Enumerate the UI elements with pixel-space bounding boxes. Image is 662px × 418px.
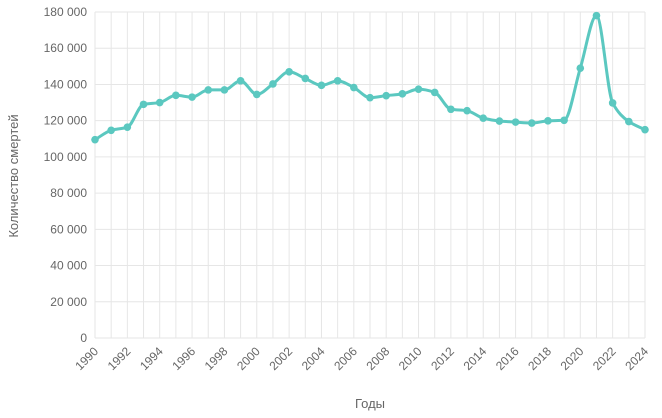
data-point xyxy=(447,105,455,114)
x-axis-ticks: 1990 1992 1994 1996 1998 2000 2002 2004 2006 2008… xyxy=(72,344,651,373)
x-tick-label: 2012 xyxy=(428,344,457,373)
x-tick-label: 2018 xyxy=(525,344,554,373)
data-point xyxy=(188,93,196,101)
data-point xyxy=(123,123,132,131)
y-axis-ticks: 0 20 000 40 000 60 000 80 000 100 000 120 000 1… xyxy=(44,5,88,345)
data-point xyxy=(285,67,293,76)
data-point xyxy=(317,81,326,90)
y-tick-label: 40 000 xyxy=(50,259,87,273)
y-tick-label: 120 000 xyxy=(44,114,88,128)
x-tick-label: 1996 xyxy=(169,344,198,373)
data-point xyxy=(641,125,649,134)
y-tick-label: 0 xyxy=(80,331,87,345)
data-point xyxy=(625,117,633,126)
y-tick-label: 160 000 xyxy=(44,41,88,55)
data-point xyxy=(382,91,390,100)
y-tick-label: 20 000 xyxy=(50,295,87,309)
x-tick-label: 2024 xyxy=(622,344,651,373)
x-tick-label: 2006 xyxy=(331,344,360,373)
x-tick-label: 2008 xyxy=(364,344,393,373)
data-point xyxy=(560,116,568,125)
x-tick-label: 2000 xyxy=(234,344,263,373)
data-point xyxy=(608,99,617,107)
x-tick-label: 1998 xyxy=(202,344,231,373)
data-point xyxy=(511,118,520,126)
x-axis-title: Годы xyxy=(355,396,385,411)
data-point xyxy=(527,119,536,127)
y-axis-title: Количество смертей xyxy=(6,114,21,237)
data-point xyxy=(333,77,342,85)
x-tick-label: 2020 xyxy=(558,344,587,373)
x-tick-label: 2014 xyxy=(461,344,490,373)
data-point xyxy=(350,83,358,92)
x-tick-label: 2010 xyxy=(396,344,425,373)
data-point xyxy=(155,98,164,107)
data-point xyxy=(252,90,261,99)
x-tick-label: 1994 xyxy=(137,344,166,373)
y-tick-label: 180 000 xyxy=(44,5,88,19)
data-point xyxy=(107,126,115,135)
x-tick-label: 1990 xyxy=(72,344,101,373)
x-tick-label: 2016 xyxy=(493,344,522,373)
x-tick-label: 2004 xyxy=(299,344,328,373)
y-tick-label: 60 000 xyxy=(50,222,87,236)
data-point xyxy=(139,100,148,109)
data-point xyxy=(398,90,407,98)
y-tick-label: 100 000 xyxy=(44,150,88,164)
data-point xyxy=(430,88,439,97)
data-point xyxy=(366,93,374,102)
data-point xyxy=(479,114,488,122)
x-tick-label: 1992 xyxy=(105,344,134,373)
data-point xyxy=(301,74,310,83)
data-point xyxy=(236,77,245,85)
data-point xyxy=(91,135,99,144)
data-point xyxy=(414,85,423,93)
y-tick-label: 140 000 xyxy=(44,77,88,91)
grid xyxy=(94,11,646,339)
y-tick-label: 80 000 xyxy=(50,186,87,200)
x-tick-label: 2022 xyxy=(590,344,619,373)
data-point xyxy=(495,117,504,125)
data-point xyxy=(269,80,277,88)
data-point xyxy=(172,91,180,100)
x-tick-label: 2002 xyxy=(266,344,295,373)
data-point xyxy=(463,106,471,115)
data-point xyxy=(592,11,601,20)
data-point xyxy=(576,64,585,72)
data-point xyxy=(544,117,552,125)
data-point xyxy=(220,86,229,94)
data-point xyxy=(204,86,213,94)
data-points xyxy=(91,11,649,144)
